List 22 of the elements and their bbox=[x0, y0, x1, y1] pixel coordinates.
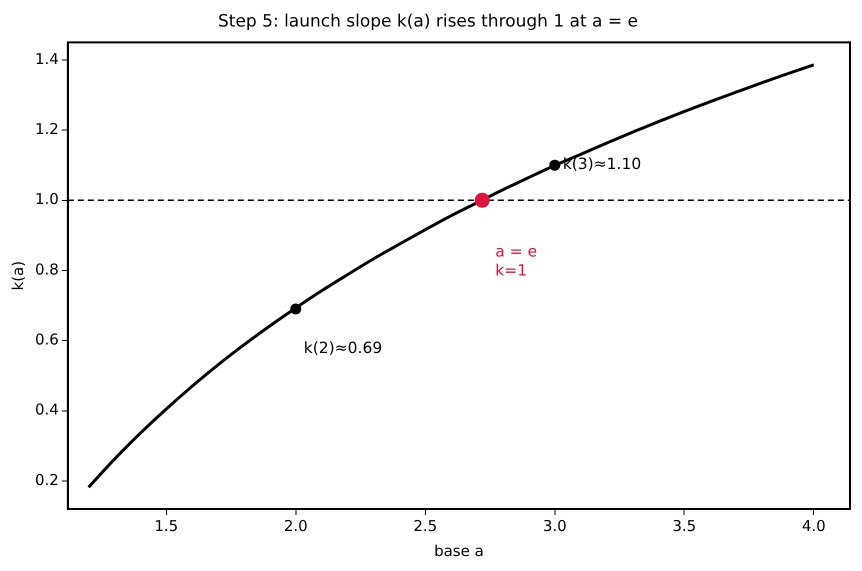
annotation: a = e k=1 bbox=[495, 242, 538, 280]
y-axis-title: k(a) bbox=[8, 260, 27, 290]
point bbox=[549, 160, 560, 171]
y-tick-label: 0.6 bbox=[34, 330, 59, 348]
point bbox=[290, 304, 302, 315]
x-tick-label: 3.5 bbox=[672, 516, 696, 535]
y-tick-label: 1.0 bbox=[34, 190, 59, 208]
x-tick-label: 4.0 bbox=[802, 516, 826, 535]
y-tick-label: 0.4 bbox=[34, 400, 59, 419]
y-tick-label: 0.2 bbox=[34, 470, 59, 489]
annotation: k(2)≈0.69 bbox=[304, 339, 382, 358]
x-tick-label: 2.0 bbox=[284, 516, 308, 535]
x-tick-label: 3.0 bbox=[542, 516, 567, 535]
y-tick-label: 1.2 bbox=[34, 120, 59, 138]
x-tick-label: 1.5 bbox=[154, 516, 178, 535]
y-tick-label: 0.8 bbox=[34, 260, 59, 278]
chart-title: Step 5: launch slope k(a) rises through 1 at a = e bbox=[218, 12, 638, 32]
x-axis-title: base a bbox=[434, 542, 484, 560]
point bbox=[474, 192, 490, 208]
x-tick-label: 2.5 bbox=[413, 516, 438, 535]
annotation: k(3)≈1.10 bbox=[562, 155, 642, 174]
y-tick-label: 1.4 bbox=[34, 50, 59, 68]
